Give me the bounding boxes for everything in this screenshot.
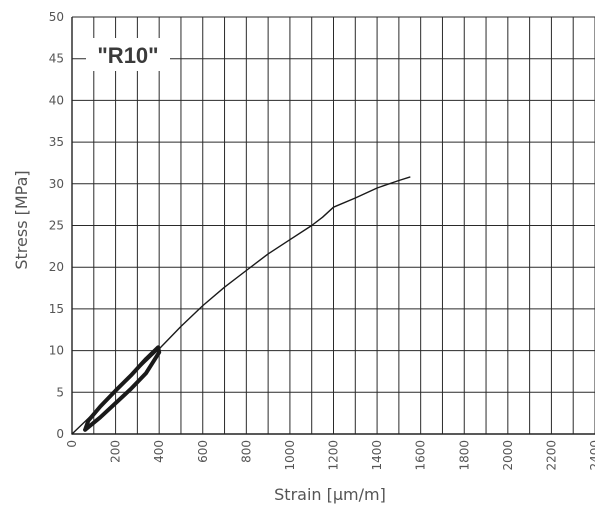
- x-axis-title: Strain [µm/m]: [274, 485, 386, 504]
- x-tick-label: 1200: [327, 440, 341, 471]
- x-tick-label: 2000: [501, 440, 515, 471]
- y-axis-title: Stress [MPa]: [12, 170, 31, 269]
- y-tick-label: 35: [49, 135, 64, 149]
- y-tick-label: 0: [56, 427, 64, 441]
- x-tick-label: 2400: [588, 440, 595, 471]
- x-tick-label: 600: [196, 440, 210, 463]
- y-tick-label: 30: [49, 177, 64, 191]
- y-tick-label: 25: [49, 219, 64, 233]
- x-tick-labels: 0 200 400 600 800 1000 1200 1400 1600 1800 2000 220…: [65, 440, 595, 471]
- annotation: "R10": [86, 38, 170, 71]
- y-tick-label: 10: [49, 344, 64, 358]
- x-tick-label: 0: [65, 440, 79, 448]
- annotation-label: "R10": [97, 43, 158, 68]
- x-tick-label: 1600: [414, 440, 428, 471]
- grid: [71, 16, 595, 435]
- x-tick-label: 1000: [283, 440, 297, 471]
- x-tick-label: 1400: [370, 440, 384, 471]
- y-tick-label: 45: [49, 52, 64, 66]
- x-tick-label: 800: [239, 440, 253, 463]
- series-line-cyclic-loop: [83, 345, 162, 432]
- y-tick-label: 50: [49, 10, 64, 24]
- x-tick-label: 400: [152, 440, 166, 463]
- y-tick-label: 40: [49, 93, 64, 107]
- y-tick-label: 20: [49, 260, 64, 274]
- x-tick-label: 2200: [544, 440, 558, 471]
- x-tick-label: 200: [109, 440, 123, 463]
- y-tick-label: 15: [49, 302, 64, 316]
- x-tick-label: 1800: [457, 440, 471, 471]
- annotation-background: [86, 38, 170, 71]
- y-tick-labels: 0 5 10 15 20 25 30 35 40 45 50: [49, 10, 64, 441]
- series-layer: [71, 176, 411, 435]
- y-tick-label: 5: [56, 385, 64, 399]
